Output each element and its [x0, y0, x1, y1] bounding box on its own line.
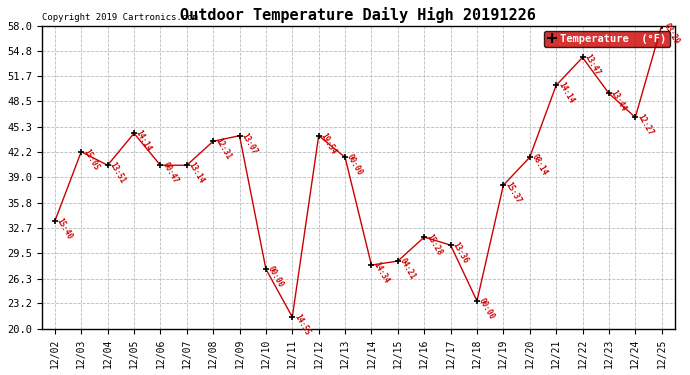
- Text: 13:07: 13:07: [239, 131, 259, 156]
- Text: 19:54: 19:54: [319, 131, 338, 156]
- Text: 13:51: 13:51: [108, 161, 127, 185]
- Text: 13:14: 13:14: [187, 161, 206, 185]
- Text: 14:14: 14:14: [556, 81, 575, 105]
- Text: 15:40: 15:40: [55, 217, 75, 241]
- Text: 14:14: 14:14: [134, 129, 153, 153]
- Text: 15:28: 15:28: [424, 232, 444, 257]
- Text: 14:34: 14:34: [371, 261, 391, 285]
- Text: 00:00: 00:00: [266, 265, 285, 289]
- Text: 12:31: 12:31: [213, 137, 233, 161]
- Text: 14:55: 14:55: [293, 312, 312, 337]
- Legend: Temperature  (°F): Temperature (°F): [544, 31, 669, 47]
- Text: 13:47: 13:47: [582, 53, 602, 78]
- Text: 00:00: 00:00: [345, 153, 364, 177]
- Text: 04:21: 04:21: [398, 256, 417, 281]
- Text: 13:36: 13:36: [451, 241, 470, 265]
- Text: 08:14: 08:14: [530, 153, 549, 177]
- Text: 00:00: 00:00: [477, 297, 496, 321]
- Text: 00:47: 00:47: [160, 161, 179, 185]
- Title: Outdoor Temperature Daily High 20191226: Outdoor Temperature Daily High 20191226: [180, 7, 536, 23]
- Text: Copyright 2019 Cartronics.com: Copyright 2019 Cartronics.com: [41, 13, 197, 22]
- Text: 12:27: 12:27: [635, 113, 655, 137]
- Text: 15:37: 15:37: [504, 181, 523, 205]
- Text: 15:05: 15:05: [81, 147, 101, 172]
- Text: 13:44: 13:44: [609, 89, 628, 113]
- Text: 03:29: 03:29: [662, 21, 681, 45]
